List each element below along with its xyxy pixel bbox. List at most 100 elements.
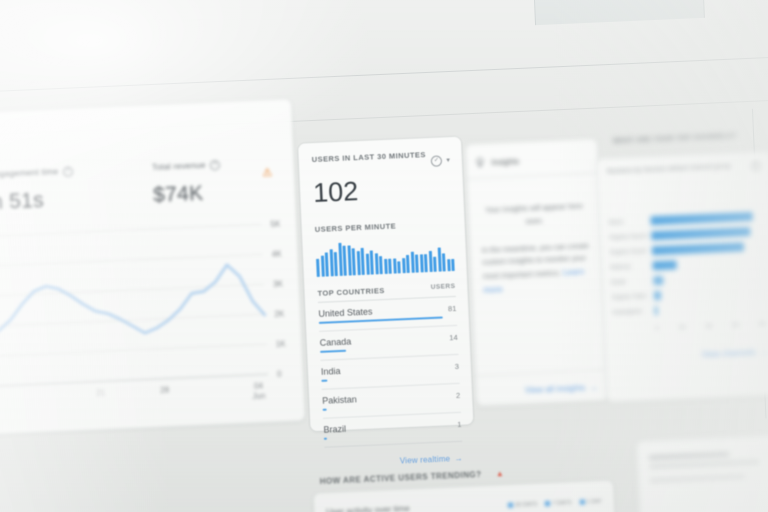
browser-tab[interactable] (533, 0, 705, 26)
minute-bar (324, 252, 329, 277)
warning-triangle-icon[interactable]: ⚠ (262, 166, 273, 180)
minute-bar (428, 250, 433, 273)
channel-label: Organic Video (611, 293, 647, 301)
activity-card-title: User activity over time (325, 503, 410, 512)
x-axis-tick: 04 (254, 381, 264, 390)
insights-lightbulb-icon (476, 157, 484, 167)
minute-bar (405, 254, 410, 274)
channel-bar (653, 290, 661, 301)
x-axis-tick: Jun (252, 391, 265, 401)
country-row[interactable]: Brazil 1 (323, 412, 463, 448)
info-circle-icon[interactable]: ? (209, 160, 221, 171)
minute-bar (437, 247, 442, 272)
revenue-line-series (0, 263, 267, 337)
engagement-value: 1m 51s (0, 188, 45, 215)
channel-bar (650, 211, 754, 226)
country-bar (323, 437, 327, 440)
legend-label: 1 DAY (586, 498, 603, 505)
minute-bar (342, 245, 347, 276)
chrome-divider-top (0, 51, 768, 97)
top-countries-list: United States 81 Canada 14 India 3 Pakistan 2 Br… (317, 296, 463, 448)
y-axis-tick: 4K (272, 249, 283, 258)
x-axis-tick: 21 (96, 388, 106, 397)
partially-visible-card (636, 433, 768, 512)
y-axis-tick: 3K (273, 279, 284, 288)
legend-swatch (545, 500, 551, 507)
legend-swatch (579, 499, 585, 505)
minute-bar (414, 254, 419, 273)
country-name: Canada (319, 336, 352, 348)
revenue-metric: Total revenue ? $74K (151, 154, 221, 208)
minute-bar (388, 258, 392, 274)
insights-header: Insights (491, 157, 520, 168)
anomaly-alert-icon[interactable]: ▲ (495, 468, 504, 479)
channel-bar (654, 306, 659, 316)
minute-bar (419, 254, 424, 273)
channels-bar-chart: Direct Organic Search Organic Social Referr… (608, 208, 768, 320)
realtime-status-control[interactable]: ✓ ▾ (430, 149, 450, 168)
legend-label: 30 DAYS (514, 501, 538, 509)
channels-section-header: WHAT ARE YOUR TOP CHANNELS? (613, 132, 738, 145)
metrics-card: Avg engagement time ? 1m 51s Total reven… (0, 98, 306, 437)
y-axis-tick: 2K (274, 309, 285, 318)
info-circle-icon[interactable]: ? (62, 166, 74, 177)
minute-bar (451, 258, 455, 272)
info-circle-icon[interactable]: ? (751, 161, 761, 171)
channel-label: Direct (608, 219, 624, 226)
revenue-label: Total revenue (151, 159, 206, 173)
channel-bar (653, 275, 664, 286)
channels-card-title[interactable]: Sessions by Session default channel grou… (606, 162, 731, 176)
users-column-header: USERS (430, 282, 456, 291)
view-channels-label: View channels (701, 347, 757, 360)
channels-x-tick: 0 (655, 326, 659, 333)
channel-bar (652, 260, 678, 271)
caret-down-icon: ▾ (446, 157, 451, 165)
minute-bar (446, 259, 451, 272)
minute-bar (401, 258, 406, 274)
insights-body-line1: Your insights will appear here soon. (485, 201, 584, 226)
unreadable-title (648, 452, 730, 460)
gridline (0, 283, 265, 299)
legend-item[interactable]: 30 DAYS (508, 501, 537, 508)
channel-label: Referral (610, 263, 631, 271)
y-axis-tick: 0 (277, 370, 282, 379)
engagement-metric: Avg engagement time ? 1m 51s (0, 161, 75, 216)
country-users-value: 1 (457, 419, 462, 429)
minute-bar (379, 256, 383, 275)
country-name: Brazil (323, 423, 347, 435)
realtime-card: USERS IN LAST 30 MINUTES ✓ ▾ 102 USERS P… (298, 136, 474, 466)
country-users-value: 81 (447, 303, 457, 314)
channel-label: Unassigned (612, 308, 642, 316)
channel-bar-track (654, 301, 768, 316)
view-realtime-label: View realtime (399, 454, 451, 466)
gridline (0, 343, 267, 359)
minute-bar (329, 249, 334, 277)
minute-bar (360, 247, 365, 275)
engagement-label: Avg engagement time (0, 166, 59, 180)
minute-bar (351, 248, 356, 276)
realtime-users-value: 102 (312, 176, 359, 209)
users-per-minute-chart (315, 235, 455, 277)
view-channels-link[interactable]: View channels → (614, 341, 768, 366)
country-bar (321, 379, 327, 382)
minute-bar (333, 252, 338, 277)
unreadable-text (649, 474, 746, 483)
legend-item[interactable]: 1 DAY (579, 498, 602, 505)
legend-label: 7 DAYS (552, 499, 572, 507)
channel-label: Email (611, 279, 626, 286)
country-name: India (320, 366, 341, 377)
minute-bar (320, 255, 325, 277)
minute-bar (410, 251, 415, 273)
realtime-status-icon: ✓ (430, 155, 443, 167)
trending-header: HOW ARE ACTIVE USERS TRENDING? (319, 469, 482, 487)
realtime-header: USERS IN LAST 30 MINUTES (311, 150, 426, 165)
channels-x-tick: 40 (705, 323, 713, 331)
users-per-minute-label: USERS PER MINUTE (314, 221, 397, 234)
revenue-value: $74K (152, 181, 204, 208)
top-countries-header: TOP COUNTRIES (317, 286, 385, 298)
legend-item[interactable]: 7 DAYS (545, 499, 572, 507)
country-bar (320, 349, 347, 353)
view-all-insights-link[interactable]: View all insights → (475, 369, 609, 407)
